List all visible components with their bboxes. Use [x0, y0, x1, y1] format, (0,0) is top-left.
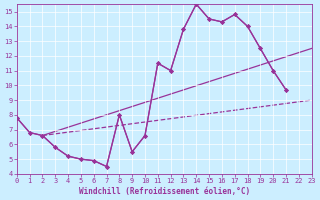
- X-axis label: Windchill (Refroidissement éolien,°C): Windchill (Refroidissement éolien,°C): [79, 187, 250, 196]
